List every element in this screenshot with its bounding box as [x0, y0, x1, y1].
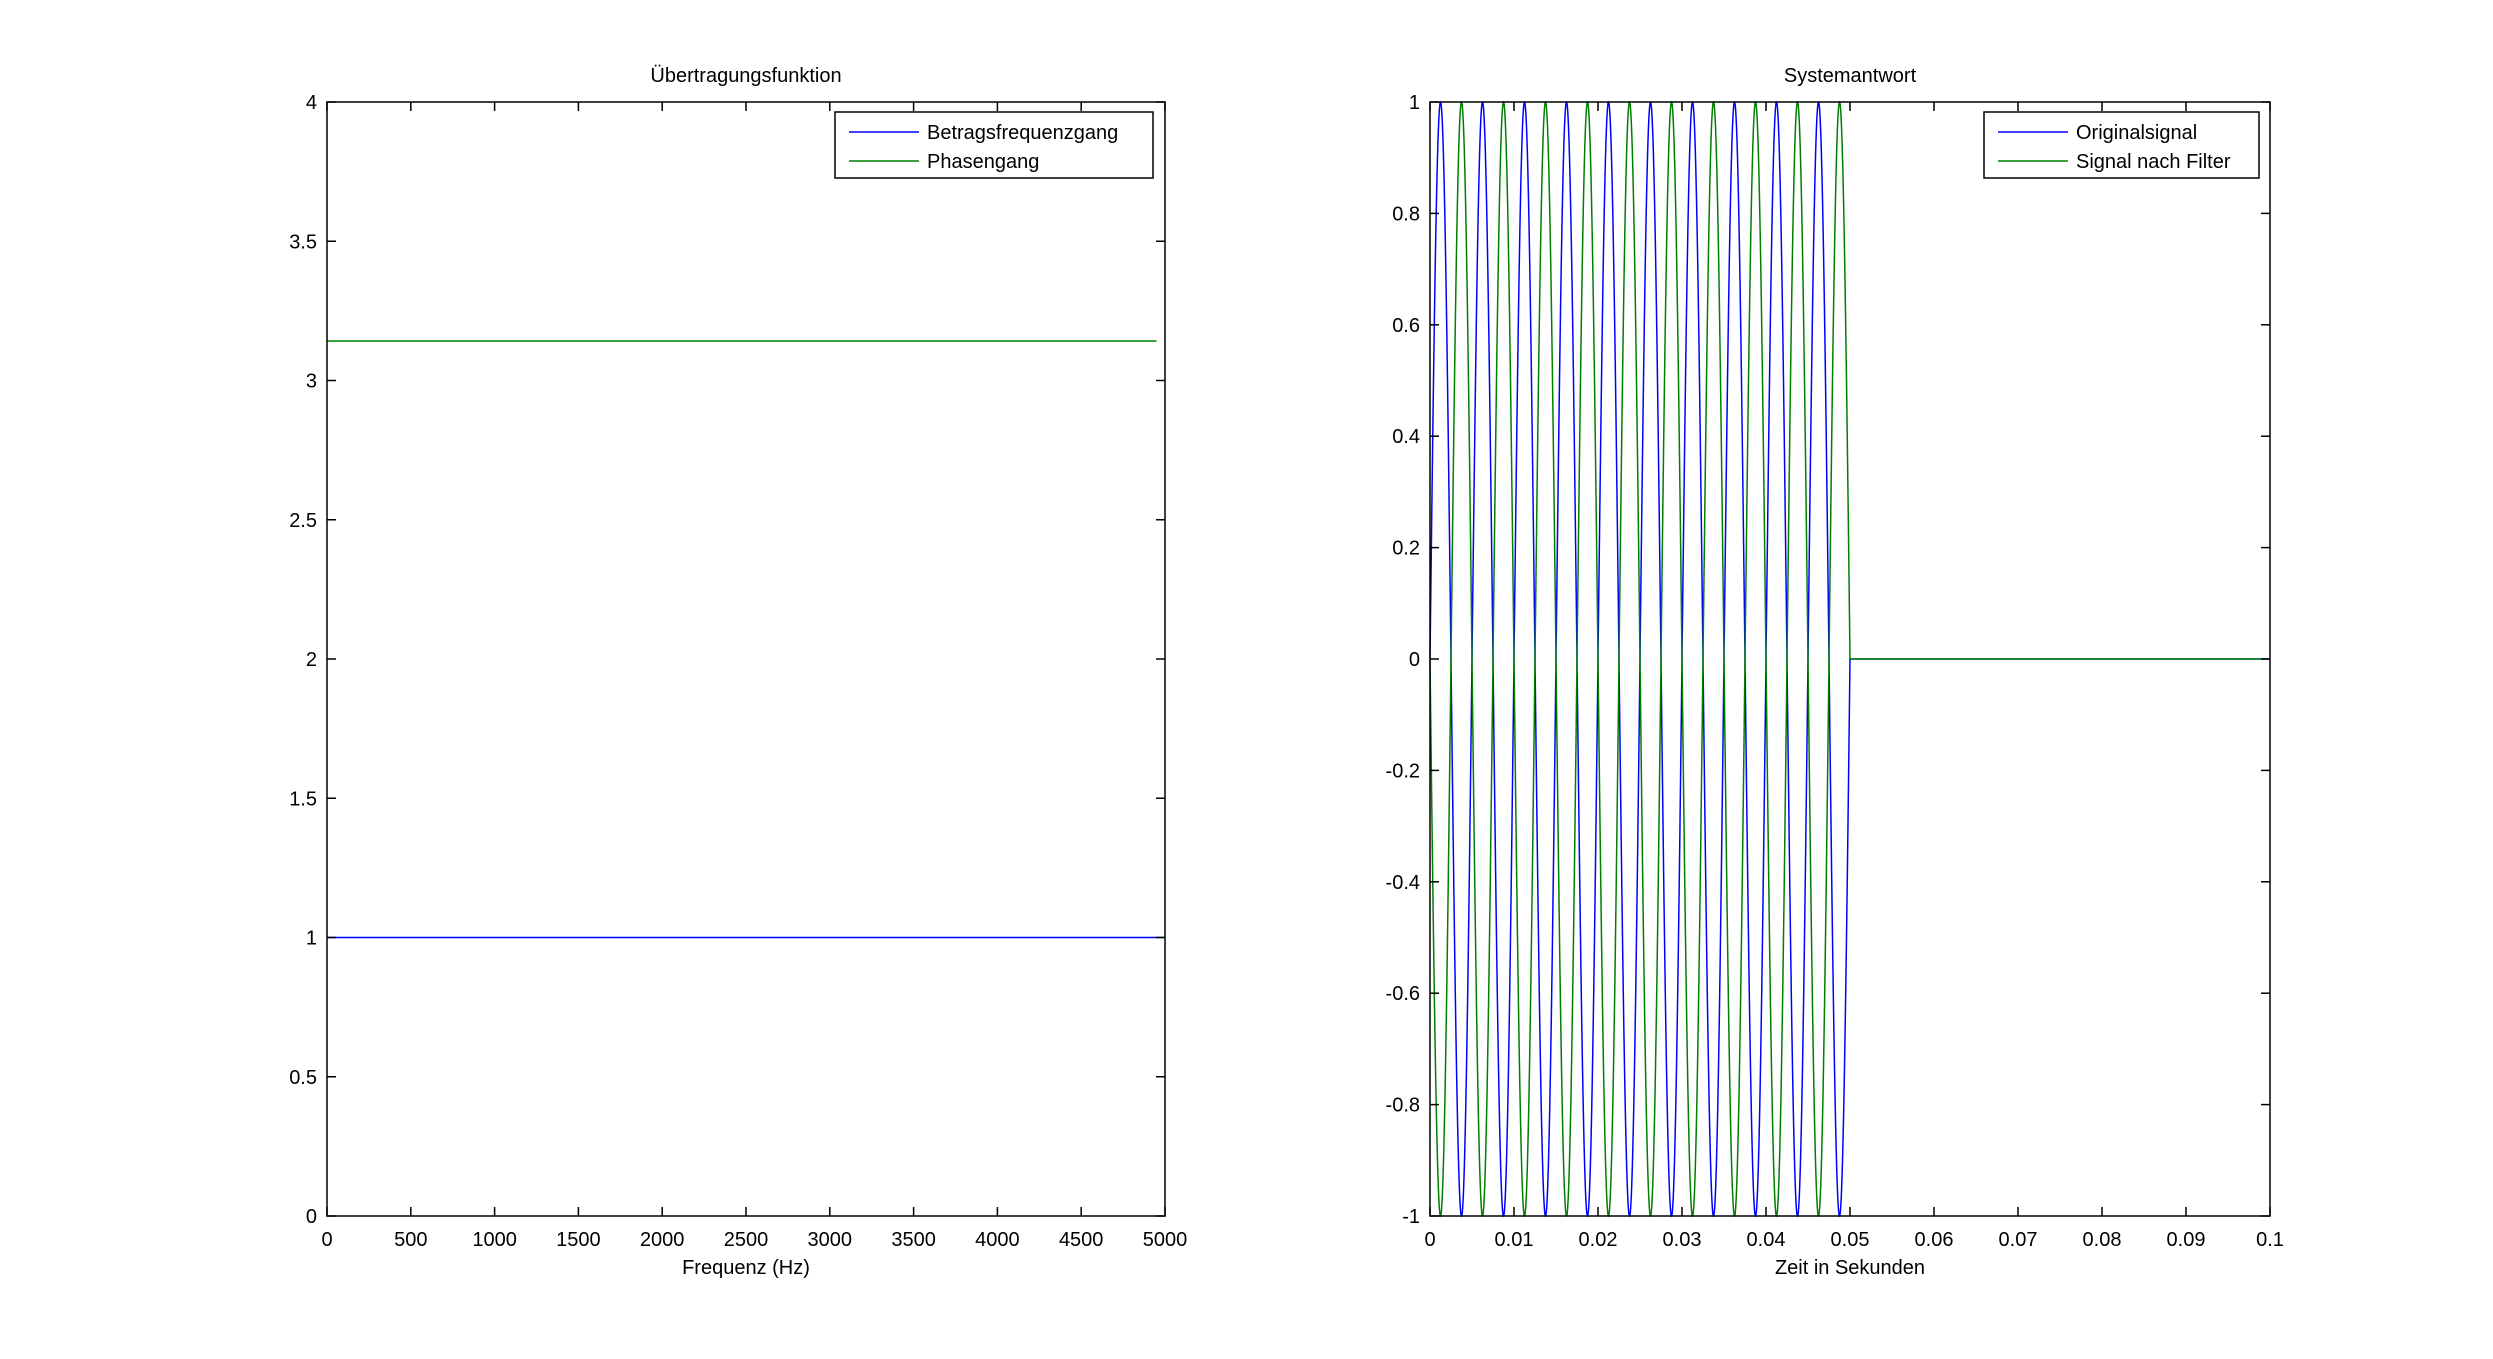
legend[interactable]: Originalsignal Signal nach Filter — [1983, 111, 2260, 179]
y-tick-label: 2 — [306, 649, 317, 671]
chart-title: Systemantwort — [1784, 65, 1917, 87]
y-tick-label: 1 — [1409, 92, 1420, 114]
ticks-layer: 0 500 1000 1500 2000 2500 3000 3500 4000 4500 5000… — [289, 92, 1187, 1251]
legend-label-phasengang: Phasengang — [927, 151, 1039, 173]
x-tick-label: 3500 — [891, 1229, 936, 1251]
x-tick-label: 4500 — [1059, 1229, 1104, 1251]
legend-label-originalsignal: Originalsignal — [2076, 122, 2197, 144]
x-tick-label: 0.07 — [1999, 1229, 2038, 1251]
x-tick-label: 3000 — [808, 1229, 853, 1251]
y-tick-label: 0.4 — [1392, 426, 1420, 448]
y-tick-label: 0.5 — [289, 1067, 317, 1089]
legend-label-signal-nach-filter: Signal nach Filter — [2076, 151, 2231, 173]
x-tick-label: 500 — [394, 1229, 427, 1251]
x-tick-label: 1000 — [472, 1229, 517, 1251]
y-tick-label: 0 — [1409, 649, 1420, 671]
y-tick-label: 3 — [306, 371, 317, 393]
x-axis-label: Zeit in Sekunden — [1775, 1257, 1925, 1279]
y-tick-label: -0.6 — [1386, 983, 1420, 1005]
x-tick-label: 2000 — [640, 1229, 685, 1251]
y-tick-label: -0.4 — [1386, 872, 1420, 894]
y-tick-label: 1 — [306, 928, 317, 950]
series-line-signal-nach-filter — [1429, 100, 2270, 1218]
ticks-layer: 0 0.01 0.02 0.03 0.04 0.05 0.06 0.07 0.08 0.09 0.1… — [1386, 92, 2284, 1251]
y-tick-label: 0.8 — [1392, 203, 1420, 225]
x-tick-label: 0.06 — [1915, 1229, 1954, 1251]
chart-title: Übertragungsfunktion — [650, 65, 841, 87]
legend-box — [834, 111, 1154, 179]
x-tick-label: 0.02 — [1579, 1229, 1618, 1251]
x-tick-label: 5000 — [1143, 1229, 1188, 1251]
x-tick-label: 0.08 — [2083, 1229, 2122, 1251]
x-tick-label: 0.01 — [1495, 1229, 1534, 1251]
y-tick-label: 0 — [306, 1206, 317, 1228]
y-tick-label: -0.2 — [1386, 760, 1420, 782]
x-tick-label: 0.03 — [1663, 1229, 1702, 1251]
x-tick-label: 0.04 — [1747, 1229, 1786, 1251]
series-layer — [327, 340, 1165, 939]
y-tick-label: 2.5 — [289, 510, 317, 532]
x-tick-label: 2500 — [724, 1229, 769, 1251]
x-tick-label: 1500 — [556, 1229, 601, 1251]
y-tick-label: -1 — [1402, 1206, 1420, 1228]
legend[interactable]: Betragsfrequenzgang Phasengang — [834, 111, 1154, 179]
y-tick-label: 0.2 — [1392, 538, 1420, 560]
y-tick-label: 3.5 — [289, 231, 317, 253]
x-tick-label: 0 — [321, 1229, 332, 1251]
axes-box — [326, 101, 1166, 1217]
y-tick-label: -0.8 — [1386, 1095, 1420, 1117]
x-tick-label: 0.09 — [2167, 1229, 2206, 1251]
x-tick-label: 4000 — [975, 1229, 1020, 1251]
legend-label-betragsfrequenzgang: Betragsfrequenzgang — [927, 122, 1118, 144]
x-tick-label: 0.05 — [1831, 1229, 1870, 1251]
y-tick-label: 0.6 — [1392, 315, 1420, 337]
y-tick-label: 1.5 — [289, 788, 317, 810]
series-layer — [1429, 100, 2270, 1218]
y-tick-label: 4 — [306, 92, 317, 114]
x-axis-label: Frequenz (Hz) — [682, 1257, 810, 1279]
x-tick-label: 0.1 — [2256, 1229, 2284, 1251]
transfer-function-chart: Übertragungsfunktion Frequenz (Hz) 0 500 1… — [289, 65, 1187, 1279]
x-tick-label: 0 — [1424, 1229, 1435, 1251]
legend-box — [1983, 111, 2260, 179]
system-response-chart: Systemantwort Zeit in Sekunden 0 0.01 0.02… — [1386, 65, 2284, 1279]
